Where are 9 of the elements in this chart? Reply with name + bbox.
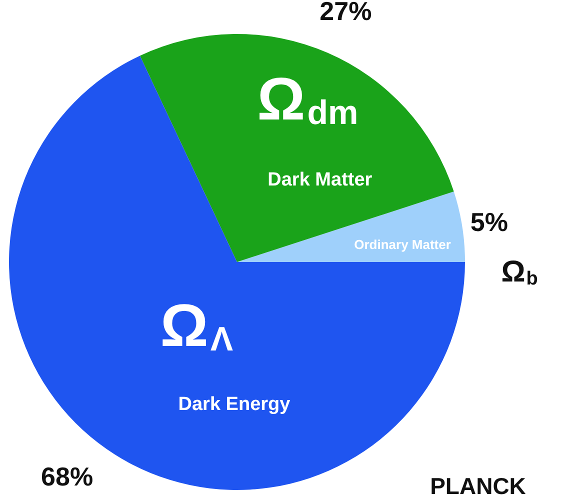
text: Ωdm xyxy=(257,65,358,132)
data-label: 27% xyxy=(320,0,372,26)
slice-label: Dark Energy xyxy=(178,394,291,415)
slice-label: Dark Matter xyxy=(268,170,373,191)
text: ΩΛ xyxy=(160,292,234,360)
slice-label: Ordinary Matter xyxy=(354,237,451,252)
text: PLANCK xyxy=(430,473,526,499)
data-label: 5% xyxy=(470,207,508,238)
data-label: 68% xyxy=(41,461,94,492)
